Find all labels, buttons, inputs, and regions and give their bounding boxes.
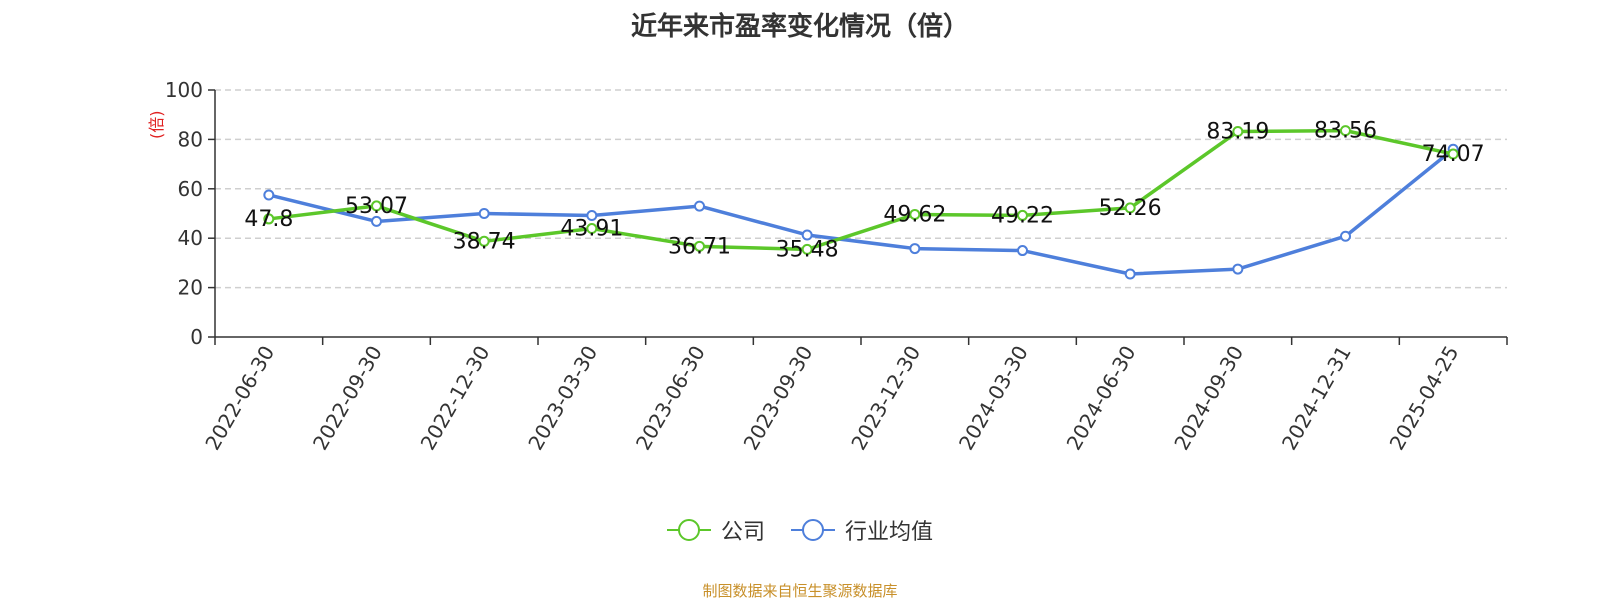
data-point [694, 240, 705, 252]
series-line [268, 147, 1455, 276]
data-point [1017, 245, 1028, 257]
data-label: 49.22 [991, 203, 1054, 228]
data-label: 49.62 [883, 202, 946, 227]
data-point [1340, 125, 1351, 137]
data-label: 74.07 [1422, 142, 1485, 167]
data-point [801, 243, 813, 255]
data-label: 35.48 [776, 237, 839, 262]
y-tick-label: 60 [178, 177, 203, 201]
y-tick-label: 20 [178, 276, 203, 300]
data-point [1232, 263, 1244, 275]
legend-swatch-industry [791, 518, 835, 542]
legend-swatch-company [666, 518, 711, 542]
x-tick-label: 2023-09-30 [739, 342, 818, 455]
y-tick-label: 100 [165, 78, 203, 102]
x-tick-label: 2023-12-30 [846, 342, 925, 455]
x-tick-label: 2024-09-30 [1169, 342, 1248, 455]
data-point [478, 235, 490, 247]
x-tick-label: 2023-06-30 [631, 342, 710, 455]
data-label: 53.07 [345, 194, 408, 219]
x-tick-label: 2022-06-30 [200, 342, 279, 455]
data-point [909, 208, 921, 220]
data-point [371, 215, 382, 227]
y-tick-label: 80 [178, 127, 203, 151]
data-point [263, 189, 275, 201]
data-point [1232, 126, 1244, 138]
data-point [478, 208, 490, 219]
data-labels: 47.8 53.07 38.74 43.91 36.71 35.48 49.62 49.22 5… [244, 119, 1484, 263]
x-tick-label: 2022-12-30 [416, 342, 495, 455]
legend-item-company[interactable]: 公司 [666, 514, 765, 546]
data-point [1124, 268, 1136, 280]
data-point [586, 223, 598, 235]
y-tick-label: 0 [190, 325, 203, 349]
data-point [263, 213, 275, 225]
axes: 0 20 40 60 80 100 (倍) 2022-06-30 2022-09-30 2022-… [147, 78, 1508, 455]
data-label: 43.91 [560, 217, 623, 242]
legend-label-company: 公司 [720, 520, 765, 545]
x-tick-label: 2024-12-31 [1277, 342, 1356, 455]
data-point [1017, 209, 1028, 221]
legend-label-industry: 行业均值 [845, 520, 934, 545]
data-point [1447, 148, 1459, 160]
data-point [586, 209, 598, 221]
data-point [801, 229, 813, 241]
x-tick-label: 2023-03-30 [523, 342, 602, 455]
x-tick-label: 2024-06-30 [1062, 342, 1141, 455]
data-label: 36.71 [668, 234, 731, 259]
y-axis-label: (倍) [147, 110, 166, 139]
data-point [371, 200, 382, 212]
x-tick-label: 2024-03-30 [954, 342, 1033, 455]
legend-item-industry[interactable]: 行业均值 [791, 514, 933, 546]
line-chart: 0 20 40 60 80 100 (倍) 2022-06-30 2022-09-30 2022-… [147, 78, 1508, 455]
data-point [694, 200, 705, 212]
data-point [909, 243, 921, 255]
data-point [1124, 202, 1136, 214]
data-label: 38.74 [453, 229, 516, 254]
data-label: 52.26 [1099, 196, 1162, 221]
data-label: 47.8 [244, 207, 293, 232]
y-tick-label: 40 [178, 226, 203, 250]
x-tick-label: 2025-04-25 [1385, 342, 1464, 455]
series-group [263, 125, 1459, 280]
gridlines [215, 89, 1507, 289]
data-point [1340, 230, 1351, 242]
chart-title: 近年来市盈率变化情况（倍） [630, 12, 969, 42]
x-tick-label: 2022-09-30 [308, 342, 387, 455]
legend: 公司 行业均值 [0, 514, 1600, 546]
series-line [268, 128, 1454, 252]
data-label: 83.56 [1314, 119, 1377, 144]
data-label: 83.19 [1206, 120, 1269, 145]
source-note: 制图数据来自恒生聚源数据库 [702, 582, 898, 600]
